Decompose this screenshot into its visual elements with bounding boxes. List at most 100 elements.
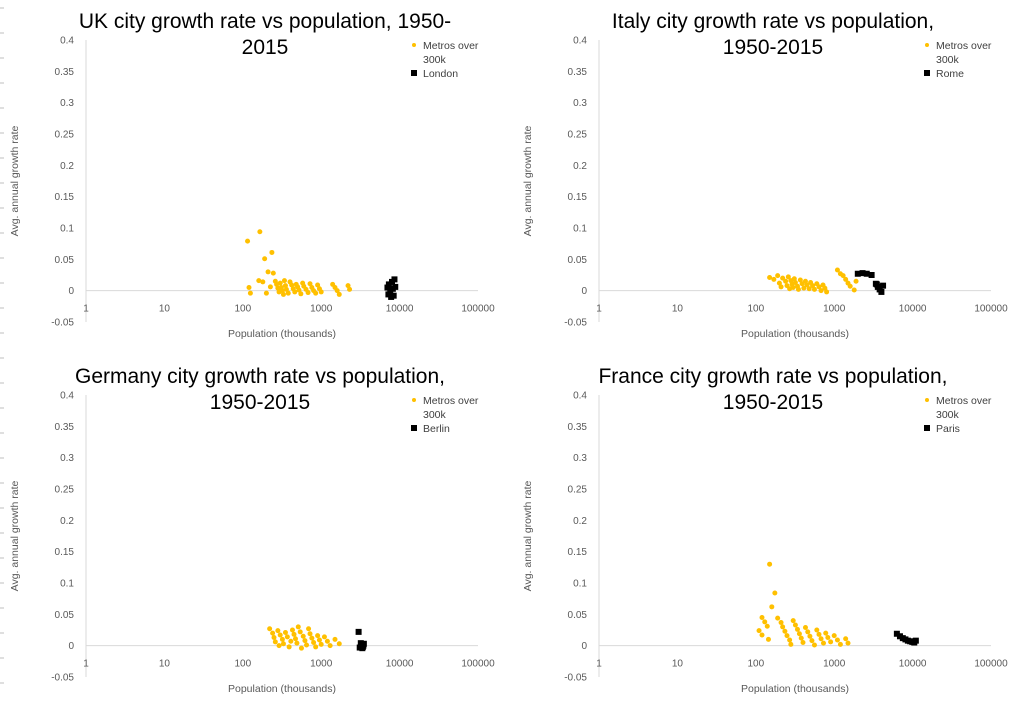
data-point <box>298 291 304 297</box>
series-square-points <box>355 628 367 652</box>
data-point <box>269 249 275 255</box>
y-axis-title: Avg. annual growth rate <box>9 480 21 591</box>
data-point <box>783 278 789 284</box>
data-point <box>309 635 315 641</box>
data-point <box>355 628 362 635</box>
data-point <box>392 283 399 290</box>
series-circle-points <box>245 229 353 297</box>
y-axis-title: Avg. annual growth rate <box>9 125 21 236</box>
series-circle-points <box>767 267 859 295</box>
chart-title-line: 1950-2015 <box>723 391 823 414</box>
x-tick-label: 1 <box>83 659 89 670</box>
data-point <box>814 627 820 633</box>
data-point <box>801 285 807 291</box>
y-tick-label: 0.4 <box>573 36 587 47</box>
data-point <box>816 284 822 290</box>
data-point <box>868 272 875 278</box>
x-tick-label: 1 <box>596 304 602 315</box>
series-circle-points <box>756 561 851 648</box>
data-point <box>771 276 777 282</box>
y-tick-label: 0.05 <box>568 610 588 621</box>
legend-label: Metros over <box>936 395 992 407</box>
x-tick-label: 100000 <box>974 304 1008 315</box>
legend-marker-square <box>411 425 417 431</box>
x-tick-label: 1000 <box>823 659 846 670</box>
data-point <box>336 291 342 297</box>
chart-title-line: Germany city growth rate vs population, <box>75 365 445 388</box>
y-tick-label: 0 <box>581 641 587 652</box>
data-point <box>277 632 283 638</box>
y-tick-label: 0.1 <box>60 224 74 235</box>
chart-title-line: France city growth rate vs population, <box>598 365 947 388</box>
y-tick-label: 0.15 <box>55 192 75 203</box>
data-point <box>257 229 263 235</box>
data-point <box>267 284 273 290</box>
y-axis-title: Avg. annual growth rate <box>522 125 534 236</box>
legend: Metros over 300k Paris <box>924 395 992 435</box>
y-tick-label: 0.4 <box>60 391 74 402</box>
y-tick-label: 0.15 <box>55 547 75 558</box>
data-point <box>385 291 392 298</box>
data-point <box>778 619 784 625</box>
data-point <box>280 291 286 297</box>
data-point <box>288 638 294 644</box>
x-tick-label: 1000 <box>310 659 333 670</box>
y-tick-label: 0.1 <box>573 224 587 235</box>
data-point <box>788 641 794 647</box>
y-tick-label: 0.4 <box>60 36 74 47</box>
data-point <box>762 619 768 625</box>
legend-label: Berlin <box>423 423 450 435</box>
data-point <box>334 288 340 294</box>
data-point <box>837 641 843 647</box>
data-point <box>318 641 324 647</box>
x-tick-label: 10000 <box>386 304 414 315</box>
data-point <box>275 628 281 634</box>
x-tick-label: 100 <box>234 304 251 315</box>
data-point <box>820 640 826 646</box>
series-square-points <box>854 270 887 295</box>
data-point <box>245 238 251 244</box>
legend-marker-circle <box>925 43 929 47</box>
x-tick-label: 1000 <box>310 304 333 315</box>
data-point <box>807 633 813 639</box>
legend: Metros over 300k Berlin <box>411 395 479 435</box>
data-point <box>912 637 919 644</box>
y-tick-label: 0.25 <box>568 130 588 141</box>
legend-label: Metros over <box>423 40 479 52</box>
data-point <box>313 290 319 296</box>
data-point <box>764 623 770 629</box>
data-point <box>296 287 302 293</box>
data-point <box>298 645 304 651</box>
data-point <box>359 645 366 652</box>
data-point <box>823 630 829 636</box>
data-point <box>246 285 252 291</box>
france-chart: -0.05 0 0.05 0.1 0.15 0.2 0.25 0.3 0.35 0.4 1 10 100… <box>522 365 1008 695</box>
x-tick-label: 10000 <box>386 659 414 670</box>
y-tick-label: 0.1 <box>60 579 74 590</box>
data-point <box>270 270 276 276</box>
y-tick-label: 0.35 <box>55 67 75 78</box>
y-tick-label: 0.25 <box>55 485 75 496</box>
data-point <box>324 638 330 644</box>
data-point <box>785 274 791 280</box>
x-tick-label: 1 <box>596 659 602 670</box>
data-point <box>306 626 312 632</box>
data-point <box>776 280 782 286</box>
data-point <box>263 290 269 296</box>
data-point <box>794 626 800 632</box>
data-point <box>767 561 773 567</box>
y-tick-label: 0 <box>581 286 587 297</box>
italy-chart-panel: -0.05 0 0.05 0.1 0.15 0.2 0.25 0.3 0.35 0.4 1 10 100… <box>513 0 1013 350</box>
data-point <box>295 624 301 630</box>
data-point <box>756 628 762 634</box>
x-tick-label: 100 <box>234 659 251 670</box>
data-point <box>279 288 285 294</box>
data-point <box>262 256 268 262</box>
x-tick-label: 10 <box>159 304 171 315</box>
data-point <box>315 633 321 639</box>
data-point <box>305 290 311 296</box>
data-point <box>843 276 849 282</box>
data-point <box>843 636 849 642</box>
y-tick-label: 0.35 <box>568 422 588 433</box>
y-tick-label: 0.35 <box>55 422 75 433</box>
